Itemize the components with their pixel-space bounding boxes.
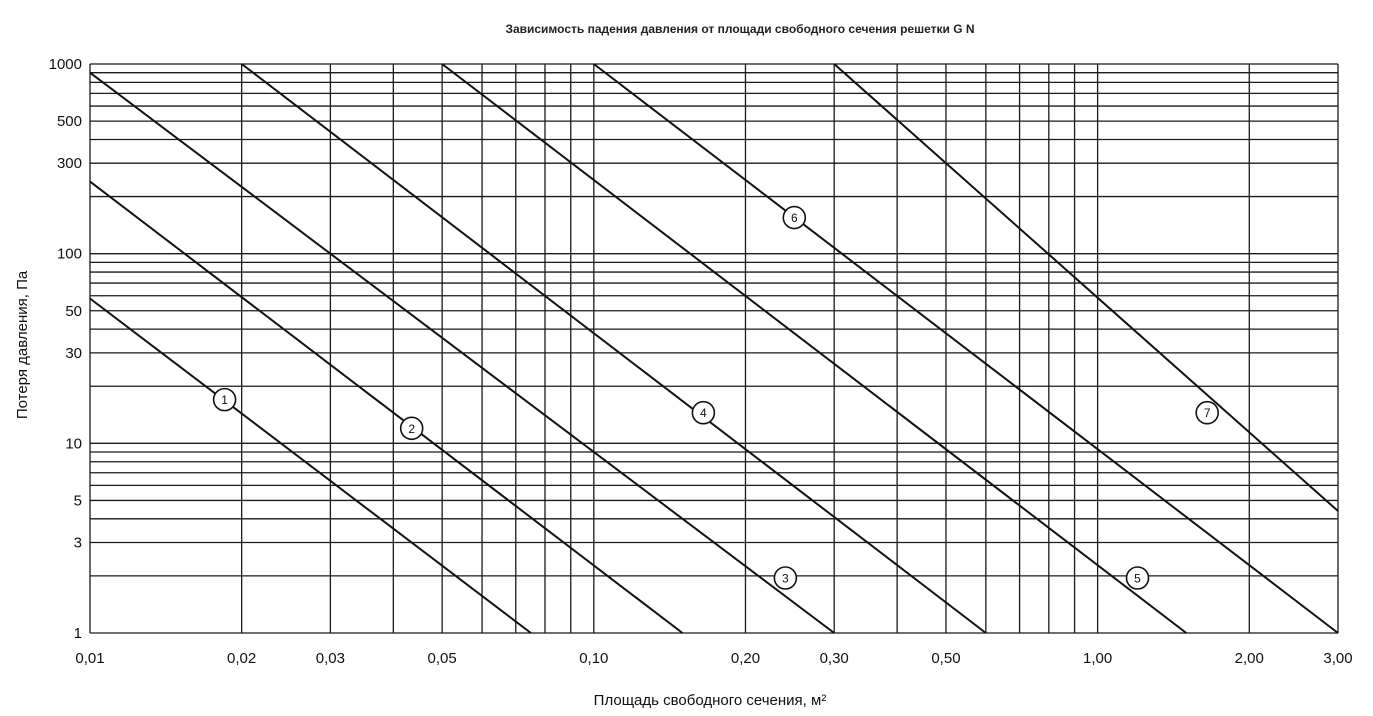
series-marker-3: 3 — [773, 566, 798, 590]
series-line-7 — [833, 63, 1339, 512]
series-line-3 — [89, 71, 835, 634]
series-marker-1: 1 — [212, 387, 237, 412]
series-lines — [89, 63, 1339, 634]
series-marker-label: 5 — [1134, 571, 1141, 585]
x-tick-label: 0,10 — [579, 650, 608, 667]
series-marker-7: 7 — [1195, 400, 1219, 425]
y-tick-label: 1000 — [49, 56, 82, 73]
y-tick-label: 10 — [65, 435, 82, 452]
series-line-6 — [593, 63, 1339, 634]
y-tick-label: 1 — [74, 625, 82, 642]
x-tick-label: 0,20 — [731, 650, 760, 667]
series-marker-circle — [773, 566, 798, 590]
series-marker-2: 2 — [399, 416, 424, 441]
x-tick-label: 0,03 — [316, 650, 345, 667]
y-tick-label: 50 — [65, 303, 82, 320]
x-tick-label: 2,00 — [1235, 650, 1264, 667]
series-marker-label: 2 — [408, 422, 415, 436]
series-line-1 — [89, 297, 532, 634]
x-tick-label: 0,50 — [931, 650, 960, 667]
x-tick-label: 0,30 — [820, 650, 849, 667]
x-tick-label: 3,00 — [1323, 650, 1352, 667]
chart-title: Зависимость падения давления от площади … — [505, 22, 974, 36]
series-marker-label: 6 — [791, 211, 798, 225]
series-marker-circle — [1125, 566, 1150, 590]
x-tick-label: 0,01 — [75, 650, 104, 667]
series-marker-4: 4 — [691, 400, 716, 425]
series-line-2 — [89, 180, 684, 634]
y-axis-label: Потеря давления, Па — [14, 270, 31, 419]
y-tick-label: 5 — [74, 492, 82, 509]
series-marker-circle — [782, 205, 807, 230]
series-marker-label: 7 — [1204, 406, 1211, 420]
series-marker-circle — [399, 416, 424, 441]
x-axis-label: Площадь свободного сечения, м² — [594, 692, 827, 709]
series-marker-label: 3 — [782, 571, 789, 585]
series-line-5 — [441, 63, 1187, 634]
y-tick-label: 30 — [65, 345, 82, 362]
series-line-4 — [241, 63, 987, 634]
y-tick-label: 500 — [57, 113, 82, 130]
series-marker-circle — [1195, 400, 1219, 425]
series-marker-label: 4 — [700, 406, 707, 420]
x-tick-label: 1,00 — [1083, 650, 1112, 667]
series-marker-5: 5 — [1125, 566, 1150, 590]
series-markers: 1 2 3 4 5 6 7 — [212, 205, 1219, 590]
series-marker-circle — [212, 387, 237, 412]
series-marker-6: 6 — [782, 205, 807, 230]
x-tick-label: 0,05 — [428, 650, 457, 667]
y-tick-label: 100 — [57, 246, 82, 263]
series-marker-label: 1 — [221, 393, 228, 407]
grid — [89, 63, 1339, 634]
tick-labels: 0,01 0,02 0,03 0,05 0,10 0,20 0,30 0,50 1,00 2,00… — [49, 56, 1353, 667]
series-marker-circle — [691, 400, 716, 425]
y-tick-label: 300 — [57, 155, 82, 172]
y-tick-label: 3 — [74, 535, 82, 552]
x-tick-label: 0,02 — [227, 650, 256, 667]
